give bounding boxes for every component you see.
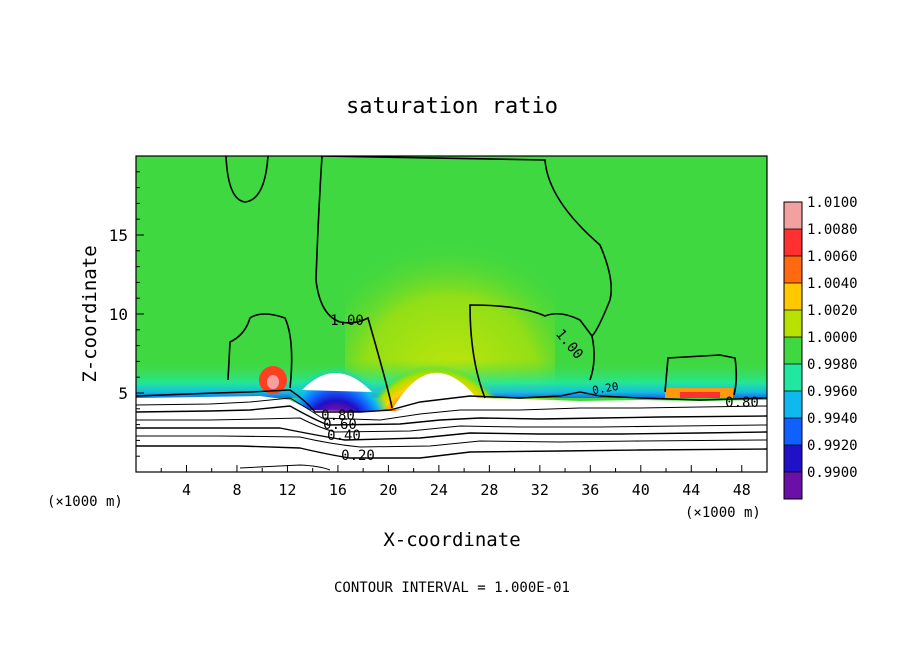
contour-label: 1.00 xyxy=(330,313,364,329)
contour-1-00-right-spur xyxy=(589,335,595,381)
contour-0-80 xyxy=(136,389,767,413)
contour-1-00-right xyxy=(664,354,738,396)
mountain-cap-blue xyxy=(302,372,372,392)
contour-label: 0.80 xyxy=(725,395,759,411)
colorbar-swatch xyxy=(784,229,802,256)
x-tick-label: 16 xyxy=(329,481,347,499)
right-red-strip xyxy=(680,392,720,398)
x-tick-label: 8 xyxy=(232,481,241,499)
y-axis-label: Z-coordinate xyxy=(79,245,101,382)
x-tick-label: 32 xyxy=(531,481,549,499)
contour-label: 0.20 xyxy=(591,380,619,397)
y-axis-ticks: 5 10 15 xyxy=(109,171,144,457)
contour-label: 0.80 xyxy=(321,408,355,424)
colorbar-label: 1.0040 xyxy=(807,276,858,292)
contour-label: 0.40 xyxy=(327,428,361,444)
colorbar-swatch xyxy=(784,310,802,337)
colorbar-swatch xyxy=(784,256,802,283)
colorbar-label: 1.0100 xyxy=(807,195,858,211)
contour-0-70 xyxy=(136,397,767,421)
colorbar-label: 0.9920 xyxy=(807,438,858,454)
contour-interval-footer: CONTOUR INTERVAL = 1.000E-01 xyxy=(334,580,570,596)
colorbar-swatch xyxy=(784,472,802,499)
colorbar-label: 0.9960 xyxy=(807,384,858,400)
y-tick-label: 15 xyxy=(109,226,128,245)
colorbar: 1.0100 1.0080 1.0060 1.0040 1.0020 1.0000 0.99… xyxy=(783,195,858,500)
contour-1-00-left-bubble xyxy=(227,313,293,389)
colorbar-label: 1.0000 xyxy=(807,330,858,346)
x-tick-label: 12 xyxy=(278,481,296,499)
contour-0-60 xyxy=(136,405,767,426)
x-axis-label: X-coordinate xyxy=(383,529,520,551)
colorbar-label: 1.0080 xyxy=(807,222,858,238)
contour-0-30 xyxy=(136,435,767,448)
contour-label: 0.60 xyxy=(323,417,357,433)
colorbar-swatch xyxy=(784,202,802,229)
colorbar-swatch xyxy=(784,445,802,472)
x-tick-label: 24 xyxy=(430,481,448,499)
colorbar-swatch xyxy=(784,283,802,310)
small-red-core xyxy=(267,375,279,389)
x-tick-label: 44 xyxy=(682,481,700,499)
colorbar-label: 1.0060 xyxy=(807,249,858,265)
colorbar-swatch xyxy=(784,364,802,391)
x-tick-label: 20 xyxy=(379,481,397,499)
contour-lines xyxy=(136,156,767,471)
x-tick-label: 28 xyxy=(480,481,498,499)
chart-title: saturation ratio xyxy=(346,94,558,119)
x-tick-label: 4 xyxy=(182,481,191,499)
colorbar-swatch xyxy=(784,391,802,418)
contour-1-00-center xyxy=(315,156,393,409)
colorbar-label: 0.9900 xyxy=(807,465,858,481)
y-tick-label: 5 xyxy=(118,384,128,403)
contour-0-10 xyxy=(239,464,331,471)
contour-0-20 xyxy=(136,445,767,459)
x-units-left: (×1000 m) xyxy=(47,494,123,510)
x-tick-label: 36 xyxy=(581,481,599,499)
contour-0-40 xyxy=(136,427,767,441)
contour-1-00-left xyxy=(225,156,269,203)
dry-lower-region xyxy=(136,396,767,472)
x-axis-ticks: 4 8 12 16 20 24 28 32 36 40 44 48 xyxy=(160,465,751,499)
y-tick-label: 10 xyxy=(109,305,128,324)
contour-label: 0.20 xyxy=(341,448,375,464)
colorbar-label: 0.9940 xyxy=(807,411,858,427)
colorbar-swatch xyxy=(784,337,802,364)
plot-area xyxy=(136,156,767,472)
contour-0-50 xyxy=(136,417,767,433)
x-tick-label: 40 xyxy=(632,481,650,499)
x-units-right: (×1000 m) xyxy=(685,505,761,521)
colorbar-label: 1.0020 xyxy=(807,303,858,319)
x-tick-label: 48 xyxy=(733,481,751,499)
mountain-cap-red xyxy=(392,372,480,410)
colorbar-label: 0.9980 xyxy=(807,357,858,373)
colorbar-swatch xyxy=(784,418,802,445)
